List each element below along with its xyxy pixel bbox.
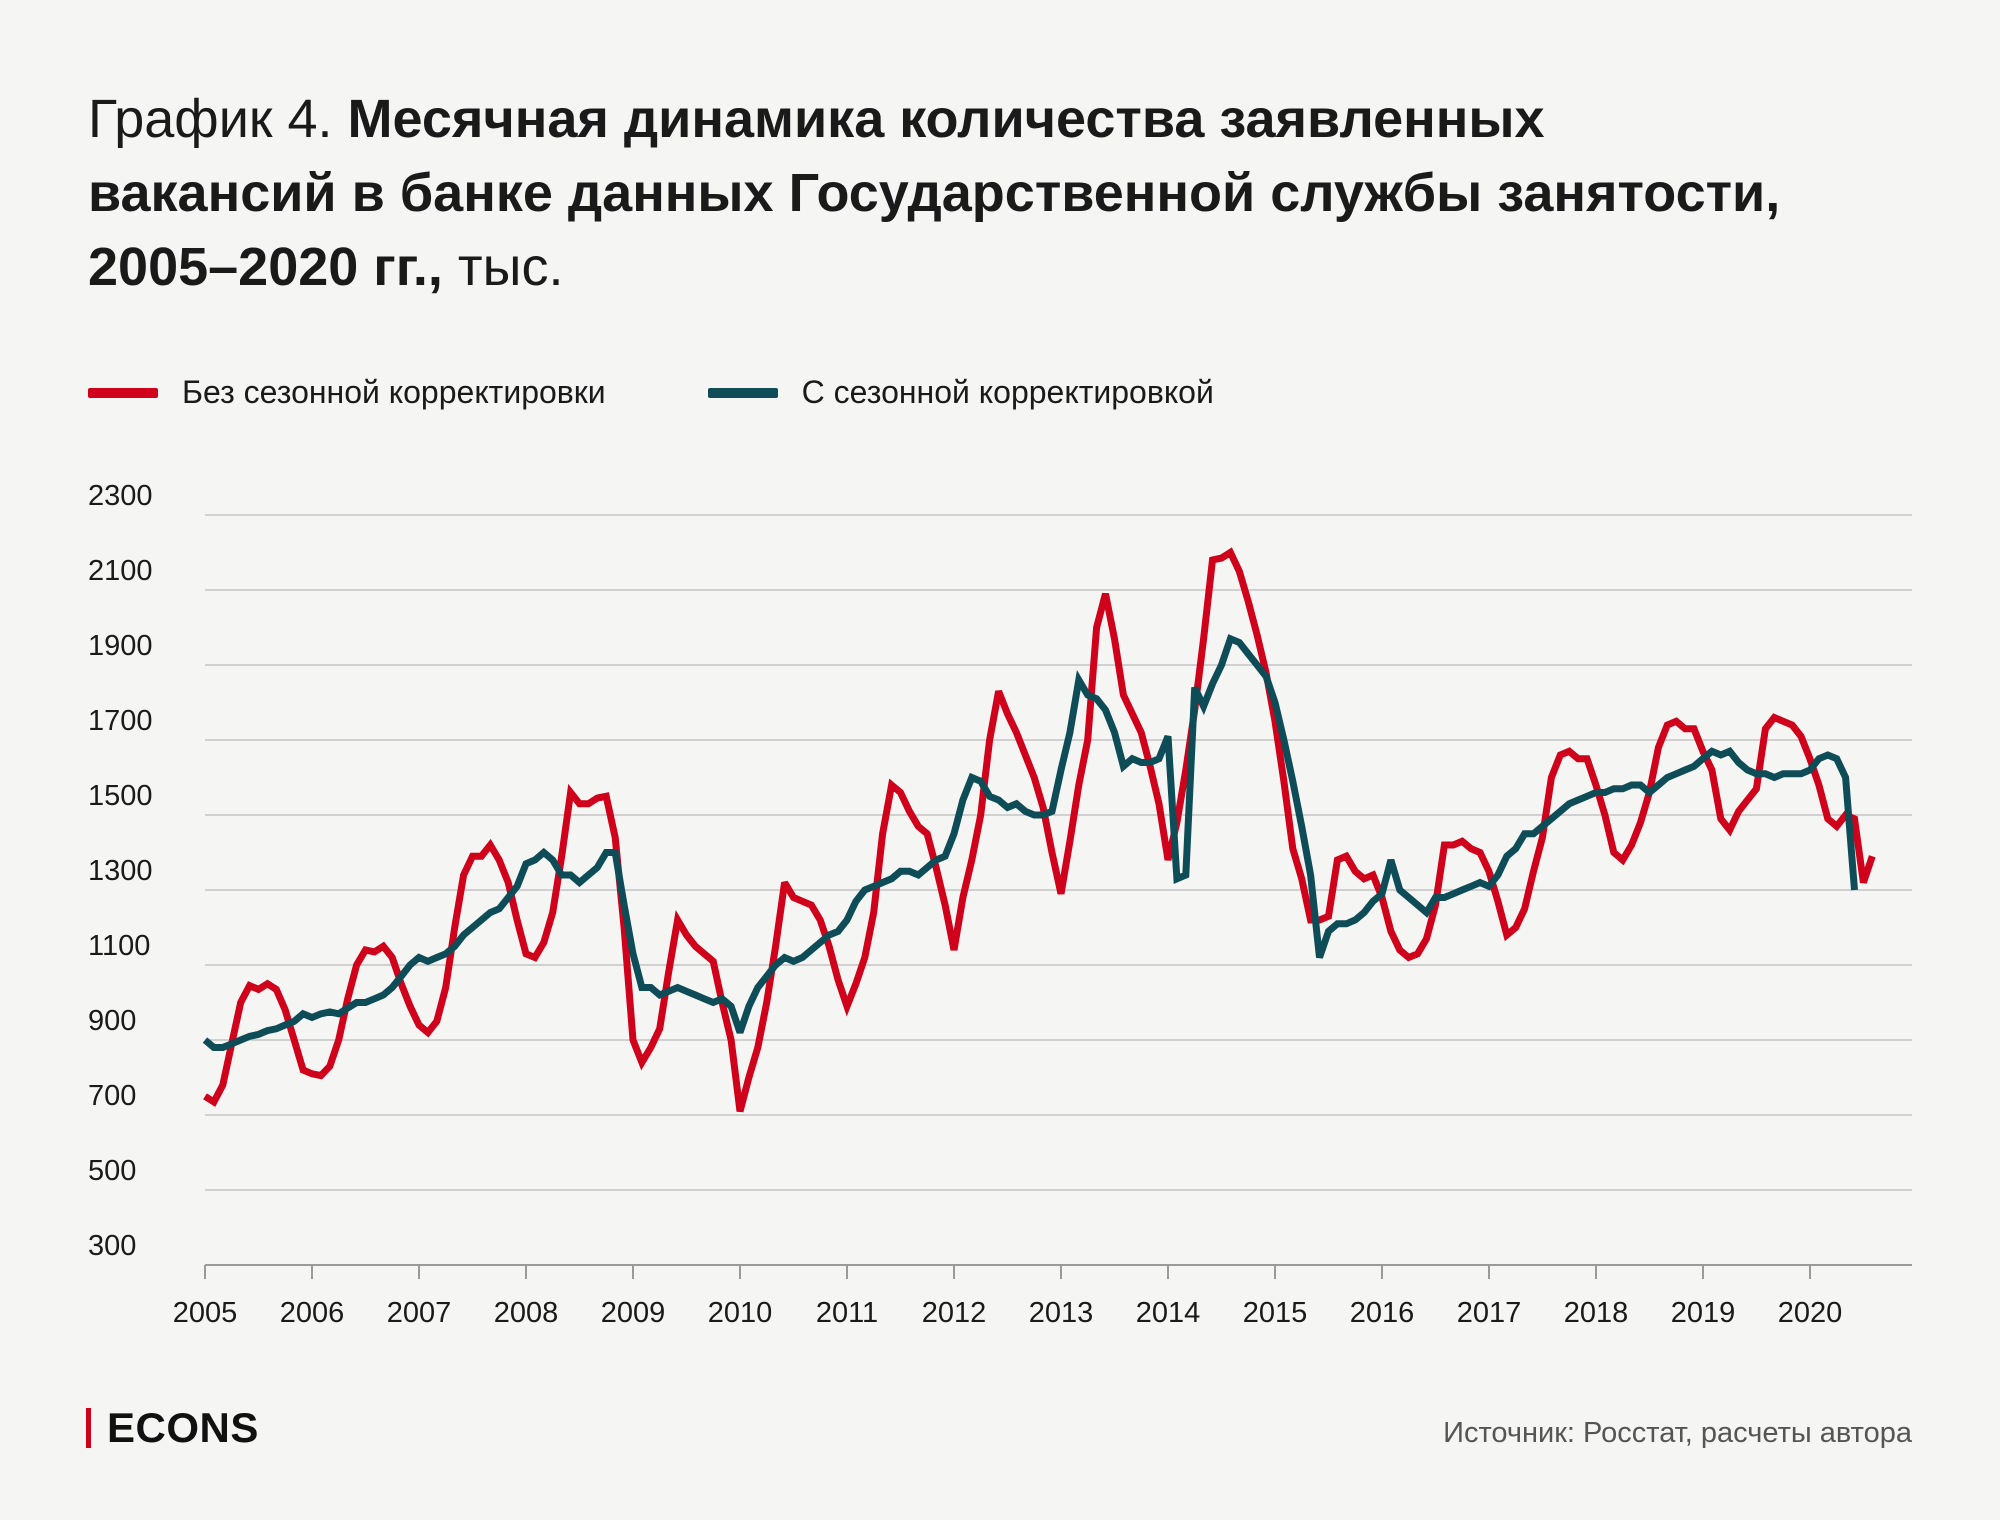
chart-title: График 4. Месячная динамика количества з…: [88, 82, 1788, 304]
y-tick-label-2300: 2300: [88, 480, 153, 512]
grid-lines: [205, 514, 1912, 1191]
y-tick-label-1700: 1700: [88, 705, 153, 737]
x-tick-label-2008: 2008: [494, 1297, 559, 1329]
title-main: Месячная динамика количества заявленных …: [88, 89, 1781, 297]
econs-logo: ECONS: [86, 1404, 259, 1452]
legend-swatch-adjusted: [707, 387, 778, 398]
x-tick-label-2016: 2016: [1350, 1297, 1415, 1329]
x-tick-label-2005: 2005: [173, 1297, 238, 1329]
x-tick-label-2009: 2009: [601, 1297, 666, 1329]
x-tick-label-2015: 2015: [1243, 1297, 1308, 1329]
x-tick-label-2006: 2006: [280, 1297, 345, 1329]
legend-item-raw: Без сезонной корректировки: [88, 374, 606, 411]
y-axis-ticks: 2300 2100 1900 1700 1500 1300 1100 900 700 500 300: [88, 480, 153, 1262]
y-tick-label-1500: 1500: [88, 780, 153, 812]
line-chart: 2300 2100 1900 1700 1500 1300 1100 900 700 500 300…: [88, 480, 1912, 1329]
series-line-adjusted: [202, 634, 1858, 1051]
logo-accent-bar: [86, 1408, 91, 1448]
x-tick-label-2011: 2011: [816, 1297, 878, 1329]
series-line-raw: [203, 547, 1876, 1113]
y-tick-label-500: 500: [88, 1155, 136, 1187]
logo-text: ECONS: [107, 1404, 259, 1451]
x-tick-label-2019: 2019: [1671, 1297, 1736, 1329]
x-tick-label-2013: 2013: [1029, 1297, 1094, 1329]
y-tick-label-1900: 1900: [88, 630, 153, 662]
title-unit: тыс.: [442, 237, 564, 297]
x-axis: 2005 2006 2007 2008 2009 2010 2011 2012 2013 2014…: [173, 1264, 1912, 1329]
legend: Без сезонной корректировки С сезонной ко…: [88, 374, 1316, 411]
legend-item-adjusted: С сезонной корректировкой: [707, 374, 1214, 411]
x-tick-label-2007: 2007: [387, 1297, 452, 1329]
series-lines: [202, 547, 1876, 1113]
y-tick-label-1100: 1100: [88, 930, 150, 962]
x-tick-label-2014: 2014: [1136, 1297, 1201, 1329]
x-tick-label-2017: 2017: [1457, 1297, 1522, 1329]
title-prefix: График 4.: [88, 89, 348, 149]
x-tick-label-2018: 2018: [1564, 1297, 1629, 1329]
x-tick-label-2012: 2012: [922, 1297, 987, 1329]
y-tick-label-300: 300: [88, 1230, 136, 1262]
source-note: Источник: Росстат, расчеты автора: [1443, 1417, 1912, 1449]
y-tick-label-900: 900: [88, 1005, 136, 1037]
legend-label-adjusted: С сезонной корректировкой: [801, 374, 1214, 410]
y-tick-label-2100: 2100: [88, 555, 153, 587]
legend-swatch-raw: [88, 387, 158, 398]
legend-label-raw: Без сезонной корректировки: [182, 374, 606, 410]
x-tick-label-2010: 2010: [708, 1297, 773, 1329]
x-tick-label-2020: 2020: [1778, 1297, 1843, 1329]
y-tick-label-700: 700: [88, 1080, 136, 1112]
y-tick-label-1300: 1300: [88, 855, 153, 887]
